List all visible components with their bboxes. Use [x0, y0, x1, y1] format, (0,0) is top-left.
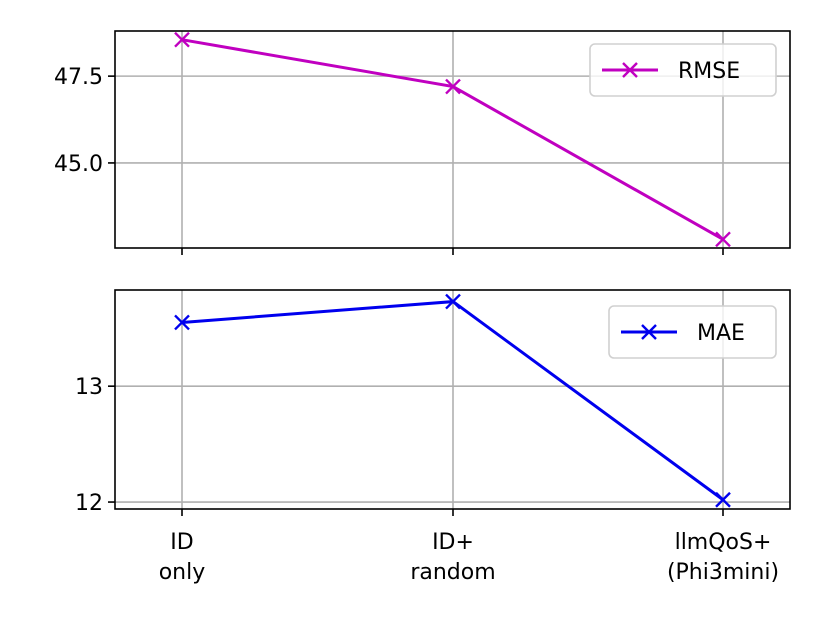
- legend: RMSE: [589, 43, 777, 97]
- legend-marker: [641, 324, 657, 340]
- x-tick-label: ID only: [159, 530, 206, 585]
- y-tick-label: 47.5: [54, 65, 103, 90]
- mae-panel: 12 13 ID only ID+ random llmQoS+ (Phi3mini) MAE: [75, 289, 791, 585]
- legend-label: RMSE: [678, 59, 740, 84]
- x-tick-label: llmQoS+ (Phi3mini): [667, 530, 779, 585]
- x-tick-label: ID+ random: [410, 530, 495, 585]
- y-tick-label: 13: [75, 375, 103, 400]
- y-tick-label: 12: [75, 491, 103, 516]
- rmse-panel: 45.0 47.5 RMSE: [54, 30, 791, 255]
- legend-marker: [622, 62, 638, 78]
- data-point: [174, 31, 190, 48]
- legend-box: [608, 305, 777, 359]
- data-point: [445, 78, 461, 95]
- legend-label: MAE: [697, 321, 745, 346]
- data-point: [715, 491, 731, 508]
- data-point: [715, 231, 731, 248]
- legend-box: [589, 43, 777, 97]
- data-point: [445, 293, 461, 310]
- data-point: [174, 314, 190, 331]
- legend: MAE: [608, 305, 777, 359]
- y-tick-label: 45.0: [54, 152, 103, 177]
